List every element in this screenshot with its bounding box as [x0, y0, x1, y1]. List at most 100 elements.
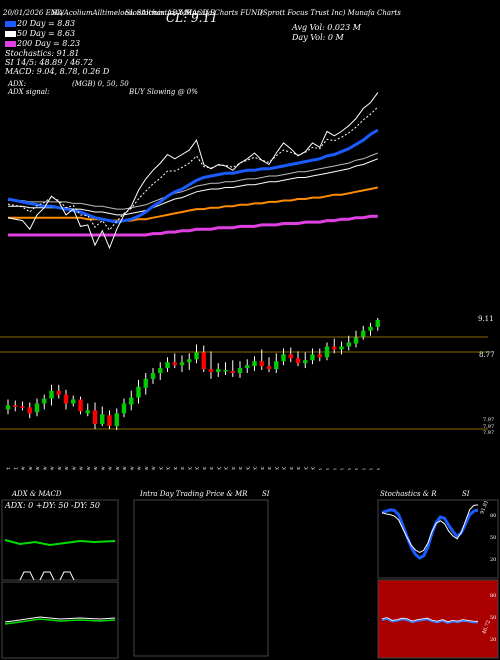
candle-body	[353, 337, 359, 344]
si-signal-line	[381, 617, 479, 623]
candle-body	[34, 403, 40, 413]
stochastic-d-line	[381, 504, 479, 553]
candle-body	[230, 371, 235, 374]
candle-body	[5, 405, 11, 410]
header-col-3: SL Stochastics,MR	[125, 9, 192, 17]
candle-body	[201, 352, 206, 370]
candle-body	[13, 405, 18, 407]
adx-signal-label: ADX signal:	[8, 88, 50, 96]
date-label: 29 Dec	[296, 466, 302, 470]
si-value-tag: 46.72	[481, 619, 492, 636]
date-label: 02 Dec	[166, 466, 172, 470]
date-label: 07 Nov	[50, 466, 56, 470]
stoch-value-tag: 91.81	[479, 499, 490, 516]
stoch-panel-si: SI	[462, 490, 470, 498]
date-label: 24 Dec	[282, 466, 288, 470]
candle-body	[143, 378, 148, 388]
date-label: 30 Oct	[6, 467, 12, 470]
date-label: 09 Jan	[354, 468, 360, 470]
candle-body	[339, 346, 344, 350]
adx-panel-title: ADX & MACD	[12, 490, 62, 498]
close-average-line	[7, 106, 379, 231]
date-label: 03 Nov	[21, 466, 27, 470]
date-label: 28 Nov	[151, 466, 157, 470]
date-label: 05 Jan	[325, 468, 331, 470]
ema20-line	[7, 128, 379, 224]
date-label: 10 Dec	[209, 466, 215, 470]
header-col-5: (Sprott Focus Trust Inc) Munafa Charts	[260, 9, 401, 17]
intra-panel-frame	[133, 499, 269, 657]
price-label-low-3: 7.97	[483, 430, 495, 436]
buy-signal-label: BUY Slowing @ 0%	[129, 88, 198, 96]
date-label: 31 Dec	[311, 466, 317, 470]
candle-body	[114, 413, 119, 427]
si-axis-20: 20	[490, 637, 497, 643]
candle-body	[346, 342, 351, 347]
date-label: 16 Dec	[238, 466, 244, 470]
date-label: 30 Dec	[303, 466, 309, 470]
date-label: 25 Nov	[137, 466, 143, 470]
date-label: 13 Jan	[369, 468, 375, 470]
candle-body	[288, 354, 293, 359]
intra-panel-title: Intra Day Trading Price & MR	[140, 490, 248, 498]
candle-body	[266, 366, 272, 370]
date-label: 22 Dec	[267, 466, 273, 470]
macd-green-line	[4, 618, 116, 625]
candle-body	[100, 414, 105, 425]
date-label: 10 Nov	[57, 466, 63, 470]
date-label: 13 Nov	[79, 466, 85, 470]
date-label: 11 Dec	[216, 466, 222, 470]
macd-white-line	[4, 616, 116, 623]
date-label: 01 Dec	[158, 466, 164, 470]
date-label: 23 Dec	[274, 466, 280, 470]
candle-body	[92, 410, 98, 425]
candle-body	[361, 330, 366, 337]
date-label: 26 Nov	[144, 466, 150, 470]
candle-body	[49, 390, 54, 399]
date-label: 21 Nov	[122, 466, 128, 470]
header-col-4: Munafa Charts FUND	[185, 9, 263, 17]
candle-body	[216, 369, 221, 373]
candle-body	[63, 394, 69, 404]
ema100-line	[8, 186, 379, 222]
candle-body	[281, 354, 286, 362]
candle-body	[56, 390, 61, 395]
si-axis-50: 50	[490, 615, 497, 621]
candle-body	[317, 354, 322, 358]
candle-body	[20, 406, 25, 408]
legend-ema20: 20 Day = 8.83	[17, 19, 76, 28]
adx-green-line	[4, 539, 116, 547]
date-label: 17 Dec	[245, 466, 251, 470]
candle-body	[78, 399, 83, 412]
candle-body	[223, 370, 228, 372]
intra-panel-si: SI	[262, 490, 270, 498]
date-label: 08 Jan	[347, 468, 353, 470]
candle-body	[274, 361, 279, 370]
date-label: 18 Nov	[100, 466, 106, 470]
si-line	[381, 617, 479, 624]
candle-body	[129, 397, 134, 405]
date-label: 06 Jan	[332, 468, 338, 470]
candle-body	[310, 354, 315, 361]
candle-body	[187, 359, 192, 363]
price-label-mid: 8.77	[479, 351, 495, 359]
candle-body	[179, 362, 185, 366]
macd-panel-frame	[1, 581, 119, 659]
candle-body	[107, 415, 112, 427]
date-label: 07 Jan	[340, 468, 346, 470]
date-label: 15 Dec	[231, 466, 237, 470]
candle-body	[158, 368, 163, 374]
header-col-1: 20/01/2026 EMA	[3, 9, 63, 17]
date-label: 03 Dec	[173, 466, 179, 470]
date-label: 12 Nov	[71, 466, 77, 470]
si-panel-frame	[377, 579, 499, 659]
date-label: 14 Nov	[86, 466, 92, 470]
si-axis-80: 80	[490, 593, 497, 599]
price-chart: 30 Oct31 Oct03 Nov04 Nov05 Nov06 Nov07 N…	[0, 92, 488, 470]
candle-body	[295, 358, 301, 364]
date-label: 19 Nov	[108, 466, 114, 470]
date-label: 02 Jan	[318, 468, 324, 470]
candle-body	[194, 352, 199, 360]
date-label: 20 Nov	[115, 466, 121, 470]
candle-body	[172, 362, 177, 366]
